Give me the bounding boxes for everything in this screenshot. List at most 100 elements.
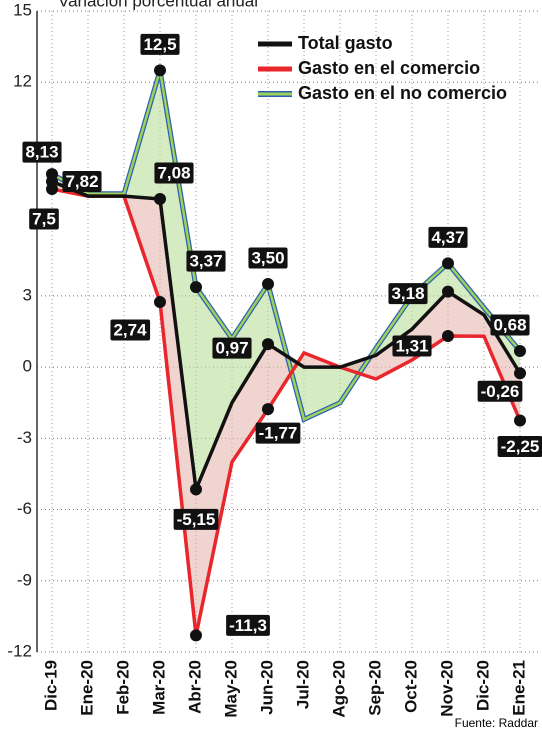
value-label-box (212, 337, 252, 359)
value-label-text: 2,74 (113, 321, 147, 340)
data-point (262, 338, 274, 351)
y-tick-label: -3 (17, 428, 32, 447)
value-label-box (477, 380, 523, 402)
value-label: -5,15 (173, 508, 219, 530)
data-point (514, 344, 526, 357)
value-label-text: 8,13 (25, 143, 58, 162)
value-label-box (173, 508, 219, 530)
value-label: 7,08 (154, 162, 194, 184)
value-label-text: 0,97 (215, 339, 248, 358)
value-label-box (490, 314, 530, 336)
value-label-text: 4,37 (431, 228, 464, 247)
y-tick-label: -12 (7, 641, 32, 660)
value-label: 12,5 (140, 33, 180, 55)
data-point (514, 414, 526, 427)
x-tick-label: Ene-21 (509, 660, 528, 716)
value-label-text: -5,15 (177, 510, 216, 529)
series-line (51, 187, 522, 636)
value-label: -2,25 (497, 436, 542, 458)
value-label: 7,82 (62, 170, 102, 192)
x-tick-label: Dic-20 (473, 660, 492, 711)
x-tick-label: May-20 (221, 660, 240, 718)
area-fill (52, 181, 520, 636)
value-label-box (110, 319, 151, 341)
value-label: 0,97 (212, 337, 252, 359)
value-label-text: 3,37 (189, 252, 222, 271)
value-label-box (255, 422, 301, 444)
value-label-box (248, 247, 288, 269)
legend-label: Gasto en el comercio (298, 58, 480, 78)
value-label-text: 7,08 (157, 164, 190, 183)
value-label-box (428, 226, 468, 248)
data-point (442, 330, 454, 343)
data-point (442, 257, 454, 270)
value-label-text: 1,31 (395, 336, 428, 355)
value-label: 8,13 (22, 141, 62, 163)
value-label: 3,50 (248, 247, 288, 269)
value-label-box (226, 614, 270, 636)
value-label-text: -2,25 (501, 437, 540, 456)
data-point (190, 629, 202, 642)
x-tick-label: Jul-20 (293, 660, 312, 709)
value-label: -11,3 (226, 614, 270, 636)
value-label: 7,5 (29, 208, 59, 230)
value-label-text: -11,3 (229, 616, 267, 635)
y-tick-label: 12 (13, 72, 32, 91)
value-label-box (497, 436, 542, 458)
value-label-box (140, 33, 180, 55)
value-label-box (388, 283, 428, 305)
x-tick-label: Nov-20 (437, 660, 456, 717)
value-label-text: 7,82 (65, 172, 98, 191)
x-tick-label: Abr-20 (185, 660, 204, 714)
series-line (51, 70, 521, 422)
data-point (46, 168, 58, 181)
data-point (262, 278, 274, 291)
value-label-box (392, 335, 432, 357)
data-point (154, 64, 166, 77)
source: Fuente: Raddar (455, 716, 538, 730)
y-tick-label: 15 (13, 0, 32, 19)
value-label: -1,77 (255, 422, 301, 444)
x-tick-label: Jun-20 (257, 660, 276, 715)
value-label: 4,37 (428, 226, 468, 248)
x-tick-label: Ene-20 (77, 660, 96, 716)
y-tick-label: -6 (17, 499, 32, 518)
value-label-text: 0,68 (493, 315, 526, 334)
y-tick-label: 0 (23, 357, 32, 376)
data-point (514, 367, 526, 380)
data-point (46, 183, 58, 196)
x-tick-label: Sep-20 (365, 660, 384, 716)
value-label-box (154, 162, 194, 184)
value-label-text: 7,5 (32, 210, 56, 229)
value-label: 3,18 (388, 283, 428, 305)
x-tick-label: Mar-20 (149, 660, 168, 715)
value-label-box (22, 141, 62, 163)
value-label-box (186, 250, 226, 272)
value-label-text: -1,77 (259, 424, 298, 443)
y-tick-label: -9 (17, 570, 32, 589)
x-tick-label: Oct-20 (401, 660, 420, 713)
value-label-text: 12,5 (143, 35, 176, 54)
value-label: 0,68 (490, 314, 530, 336)
value-label: 2,74 (110, 319, 151, 341)
value-label-box (62, 170, 102, 192)
data-point (154, 296, 166, 309)
chart-title: Variación porcentual anual (58, 0, 258, 10)
data-point (262, 403, 274, 416)
legend-label: Total gasto (298, 33, 393, 53)
legend-label: Gasto en el no comercio (298, 83, 507, 103)
data-point (190, 281, 202, 294)
data-point (442, 285, 454, 298)
value-label-text: 3,18 (391, 284, 424, 303)
value-label-text: 3,50 (251, 249, 284, 268)
x-tick-label: Ago-20 (329, 660, 348, 718)
value-label-text: -0,26 (481, 382, 520, 401)
data-point (154, 193, 166, 206)
x-tick-label: Dic-19 (41, 660, 60, 711)
x-tick-label: Feb-20 (113, 660, 132, 715)
series-line (51, 179, 522, 497)
value-label: -0,26 (477, 380, 523, 402)
data-point (190, 483, 202, 496)
value-label: 3,37 (186, 250, 226, 272)
